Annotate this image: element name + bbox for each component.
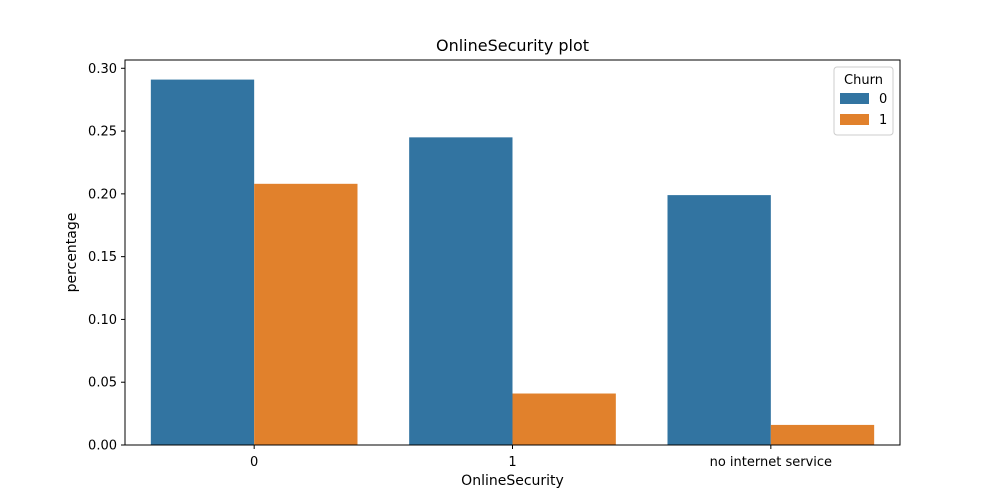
x-tick-label: 1	[508, 455, 516, 470]
y-tick-label: 0.05	[88, 376, 117, 391]
y-axis-ticks: 0.00 0.05 0.10 0.15 0.20 0.25 0.30	[88, 62, 125, 454]
x-axis-ticks: 0 1 no internet service	[250, 445, 832, 470]
legend-label-0: 0	[879, 92, 887, 107]
legend-label-1: 1	[879, 113, 887, 128]
legend-swatch-0	[840, 93, 869, 104]
y-tick-label: 0.10	[88, 313, 117, 328]
y-tick-label: 0.30	[88, 62, 117, 77]
bars-group	[150, 79, 875, 445]
bar-no-internet-service-churn-1	[770, 424, 875, 445]
legend-swatch-1	[840, 114, 869, 125]
bar-1-churn-0	[409, 137, 513, 445]
x-tick-label: no internet service	[710, 455, 832, 470]
x-tick-label: 0	[250, 455, 258, 470]
bar-0-churn-1	[254, 183, 358, 445]
y-tick-label: 0.00	[88, 439, 117, 454]
y-tick-label: 0.25	[88, 125, 117, 140]
y-tick-label: 0.15	[88, 250, 117, 265]
y-axis-label: percentage	[64, 213, 80, 293]
bar-0-churn-0	[150, 79, 255, 445]
chart-title: OnlineSecurity plot	[436, 36, 589, 55]
y-tick-label: 0.20	[88, 187, 117, 202]
legend-items: 01	[840, 92, 887, 128]
legend-title: Churn	[844, 73, 883, 88]
legend: Churn 01	[833, 66, 894, 136]
bar-1-churn-1	[512, 393, 616, 445]
x-axis-label: OnlineSecurity	[461, 473, 564, 489]
bar-no-internet-service-churn-0	[667, 195, 771, 445]
